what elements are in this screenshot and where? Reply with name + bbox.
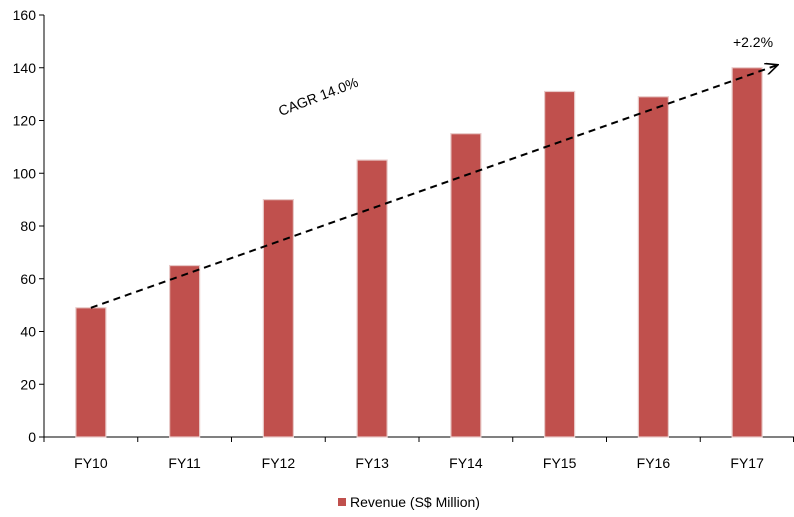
x-tick-label: FY12 (262, 455, 296, 471)
bar-fy16 (637, 96, 669, 438)
cagr-trend-arrow (90, 65, 777, 309)
bar-fy11 (169, 264, 201, 438)
x-tick-label: FY15 (543, 455, 577, 471)
bar-fy12 (262, 199, 294, 438)
x-axis: FY10 FY11 FY12 FY13 FY14 FY15 FY16 FY17 (43, 436, 794, 471)
growth-label: +2.2% (733, 34, 773, 50)
bar-fy15 (544, 90, 576, 438)
cagr-label: CAGR 14.0% (276, 74, 360, 119)
bar-fy17 (731, 67, 763, 438)
x-tick-label: FY16 (637, 455, 671, 471)
bar-fy10 (75, 307, 107, 438)
y-tick-label: 120 (13, 113, 37, 129)
bar-fy14 (450, 133, 482, 438)
x-tick-label: FY17 (730, 455, 764, 471)
y-tick-label: 100 (13, 165, 37, 181)
y-tick-label: 140 (13, 60, 37, 76)
x-tick-label: FY14 (449, 455, 483, 471)
bar-fy13 (356, 159, 388, 438)
y-tick-label: 60 (20, 271, 36, 287)
y-tick-label: 160 (13, 7, 37, 23)
legend: Revenue (S$ Million) (338, 494, 480, 510)
x-tick-label: FY11 (168, 455, 201, 471)
x-tick-label: FY10 (74, 455, 108, 471)
legend-swatch (338, 498, 346, 506)
y-axis: 0 20 40 60 80 100 120 140 160 (13, 7, 45, 445)
legend-label: Revenue (S$ Million) (350, 494, 480, 510)
y-tick-label: 40 (20, 324, 36, 340)
y-tick-label: 0 (28, 429, 36, 445)
y-tick-label: 20 (20, 376, 36, 392)
x-tick-label: FY13 (355, 455, 389, 471)
y-tick-label: 80 (20, 218, 36, 234)
bar-series (75, 67, 763, 438)
